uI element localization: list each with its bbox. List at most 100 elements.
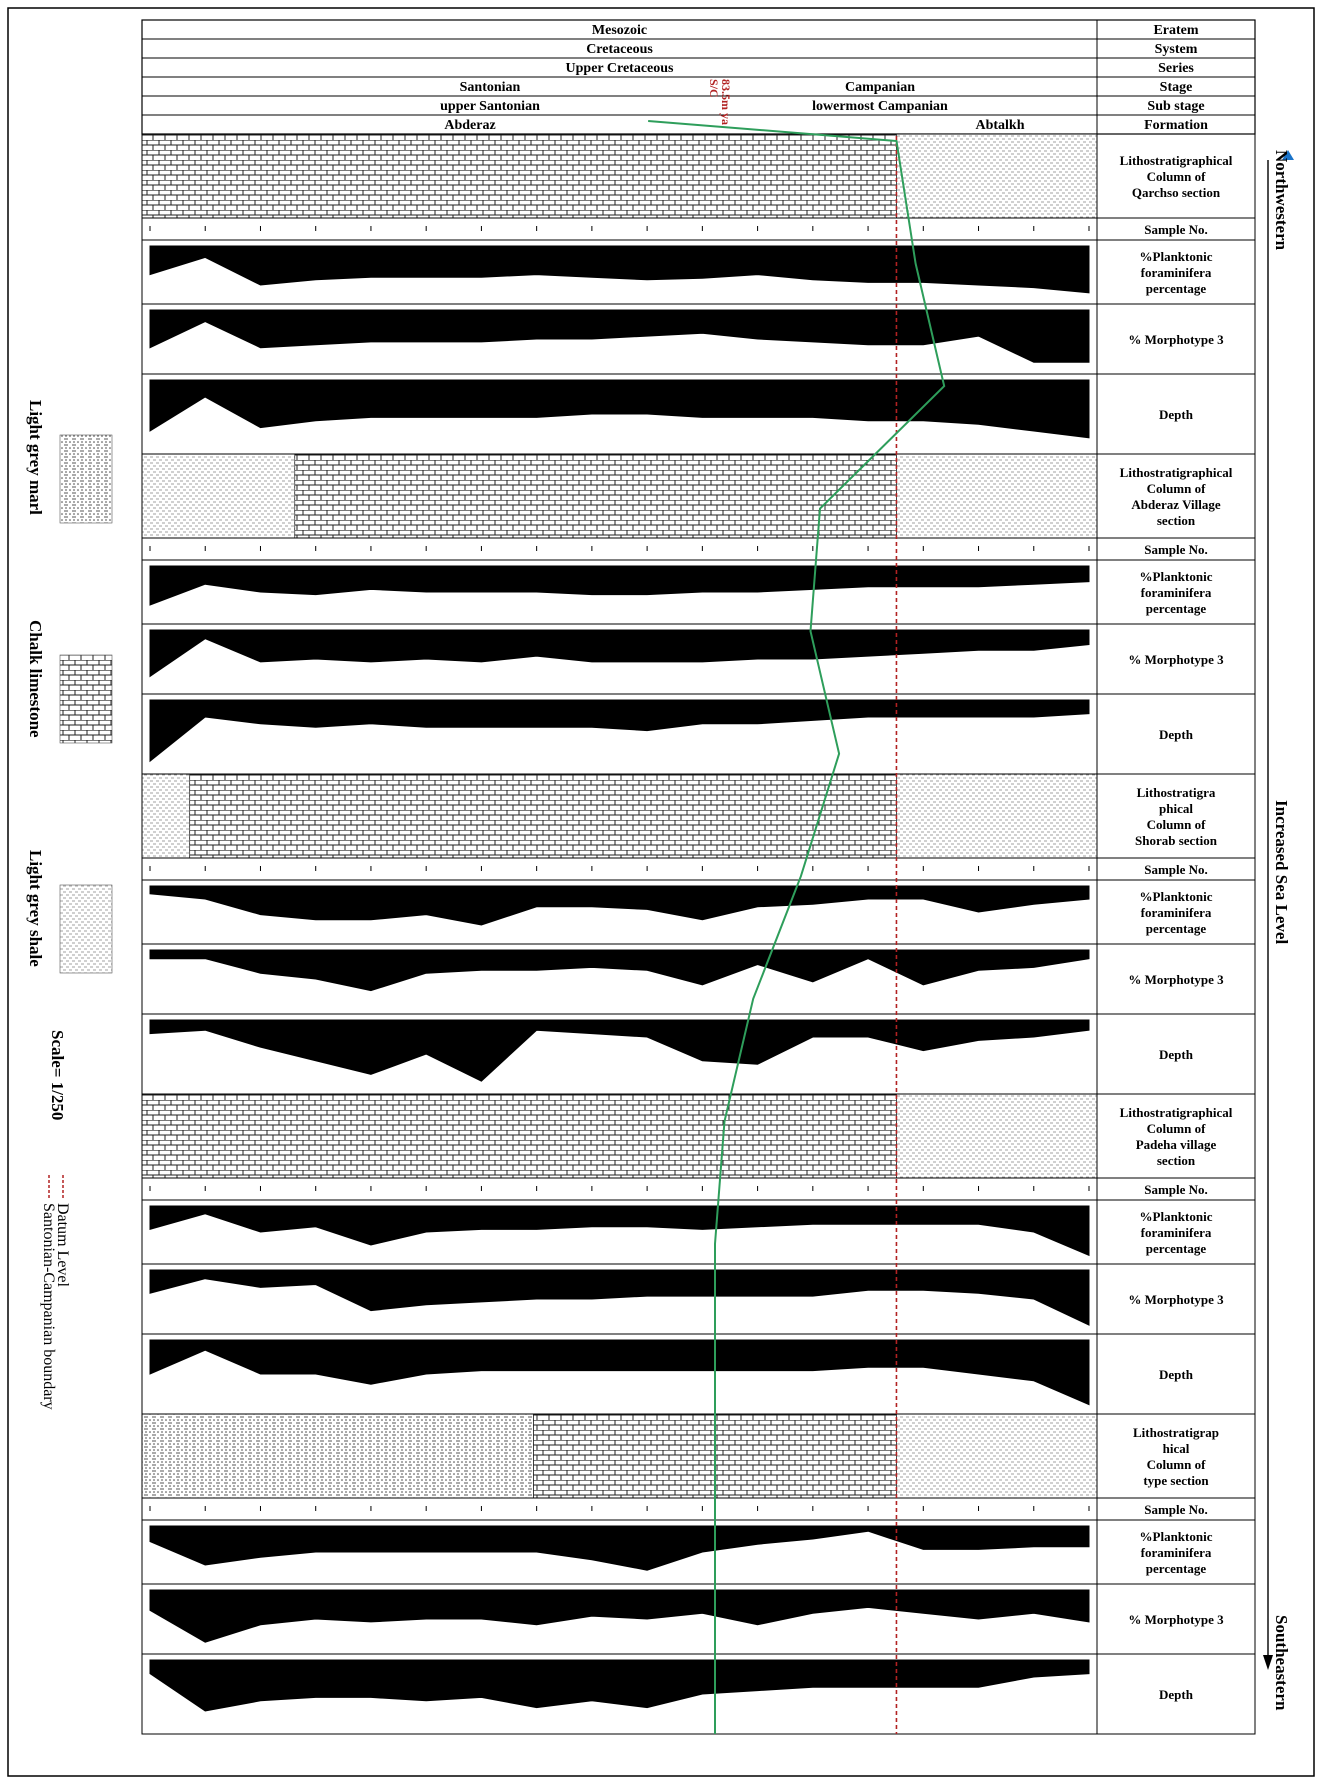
curve-fill [149,629,1090,678]
curve-fill [149,245,1090,294]
curve-fill [149,1019,1090,1082]
litho-label: Column of [1147,169,1207,184]
legend-line-text: Datum Level [54,1203,71,1288]
litho-label: Shorab section [1135,833,1218,848]
sample-row-frame [141,217,1256,241]
curve-fill [149,309,1090,363]
curve-panel: Depth [141,373,1256,455]
litho-label: Column of [1147,1121,1207,1136]
curve-label: %Planktonic [1140,569,1213,584]
header-cell: Mesozoic [592,23,647,38]
boundary-marker-text: 83.5m ya [719,79,733,125]
legend-label-chalk: Chalk limestone [26,620,45,738]
litho-label: Abderaz Village [1131,497,1220,512]
header-row-label: System [1155,42,1198,57]
header-cell: Abderaz [444,118,495,133]
header-cell: upper Santonian [440,99,540,114]
header-row-label: Eratem [1153,23,1198,38]
curve-label: %Planktonic [1140,249,1213,264]
right-axis-label: Northwestern [1272,150,1291,251]
sample-row-frame [141,537,1256,561]
litho-unit-shale [896,133,1098,219]
litho-label: Padeha village [1136,1137,1217,1152]
curve-panel: % Morphotype 3 [141,303,1256,375]
curve-label: %Planktonic [1140,1209,1213,1224]
litho-label: hical [1163,1441,1190,1456]
curve-panel: % Morphotype 3 [141,1583,1256,1655]
header-cell: lowermost Campanian [812,99,948,114]
curve-frame [141,1653,1256,1735]
curve-panel: % Morphotype 3 [141,1263,1256,1335]
litho-label: Lithostratigraphical [1120,153,1233,168]
correlation-line [648,120,946,1734]
curve-fill [149,1339,1090,1406]
litho-label: phical [1159,801,1193,816]
curve-label: foraminifera [1141,585,1212,600]
curve-label: foraminifera [1141,1225,1212,1240]
legend-label-shale: Light grey shale [26,850,45,967]
curve-label: %Planktonic [1140,889,1213,904]
curve-label: foraminifera [1141,1545,1212,1560]
sea-level-axis: Northwestern Increased Sea Level Southeast… [1263,150,1294,1711]
litho-unit-chalk [189,773,897,859]
curve-label: % Morphotype 3 [1128,1612,1224,1627]
litho-label: Qarchso section [1132,185,1221,200]
litho-unit-marl [141,1413,534,1499]
legend-line-text: Santonian-Campanian boundary [40,1203,57,1410]
litho-unit-shale [141,773,191,859]
litho-unit-chalk [141,133,897,219]
legend-label-marl: Light grey marl [26,400,45,515]
header-cell: Santonian [460,80,521,95]
sample-label: Sample No. [1144,542,1208,557]
curve-label: percentage [1146,1241,1207,1256]
header-row-label: Formation [1144,118,1208,133]
curve-label: % Morphotype 3 [1128,1292,1224,1307]
litho-label: Lithostratigraphical [1120,465,1233,480]
correlation-lines [648,120,946,1734]
header-cell: Abtalkh [975,118,1024,133]
litho-label: Column of [1147,481,1207,496]
boundary-marker-text: S/C [707,79,721,98]
header-row-label: Stage [1160,80,1193,95]
legend-text: Chalk limestone [26,620,45,738]
curve-panel: % Morphotype 3 [141,943,1256,1015]
legend-line-item: Datum Level [54,1175,71,1288]
curve-label: Depth [1159,1047,1194,1062]
northwest-arrow-icon [1282,150,1294,160]
sea-level-arrow-head [1263,1655,1273,1670]
litho-label: section [1157,513,1196,528]
curve-fill [149,885,1090,926]
litho-unit-chalk [141,1093,897,1179]
curve-fill [149,1659,1090,1712]
right-axis-text: Northwestern [1272,150,1291,251]
curve-fill [149,379,1090,439]
sample-row-frame [141,857,1256,881]
litho-unit-shale [896,1093,1098,1179]
curve-panel: Depth [141,1333,1256,1415]
sample-label: Sample No. [1144,1502,1208,1517]
sample-row-frame [141,1497,1256,1521]
curve-fill [149,1525,1090,1571]
legend-swatch-shale [59,884,113,974]
curve-fill [149,699,1090,763]
curve-label: %Planktonic [1140,1529,1213,1544]
curve-panel: % Morphotype 3 [141,623,1256,695]
scale-text: Scale= 1/250 [48,1030,67,1120]
header-row-label: Series [1158,61,1194,76]
sample-row-frame [141,1177,1256,1201]
header-cell: Campanian [845,80,915,95]
header-cell: Cretaceous [586,42,653,57]
curve-panel: Depth [141,693,1256,775]
legend-text: Light grey shale [26,850,45,967]
litho-unit-chalk [294,453,897,539]
curve-label: foraminifera [1141,905,1212,920]
curve-label: foraminifera [1141,265,1212,280]
right-axis-text: Increased Sea Level [1272,800,1291,944]
curve-label: Depth [1159,407,1194,422]
